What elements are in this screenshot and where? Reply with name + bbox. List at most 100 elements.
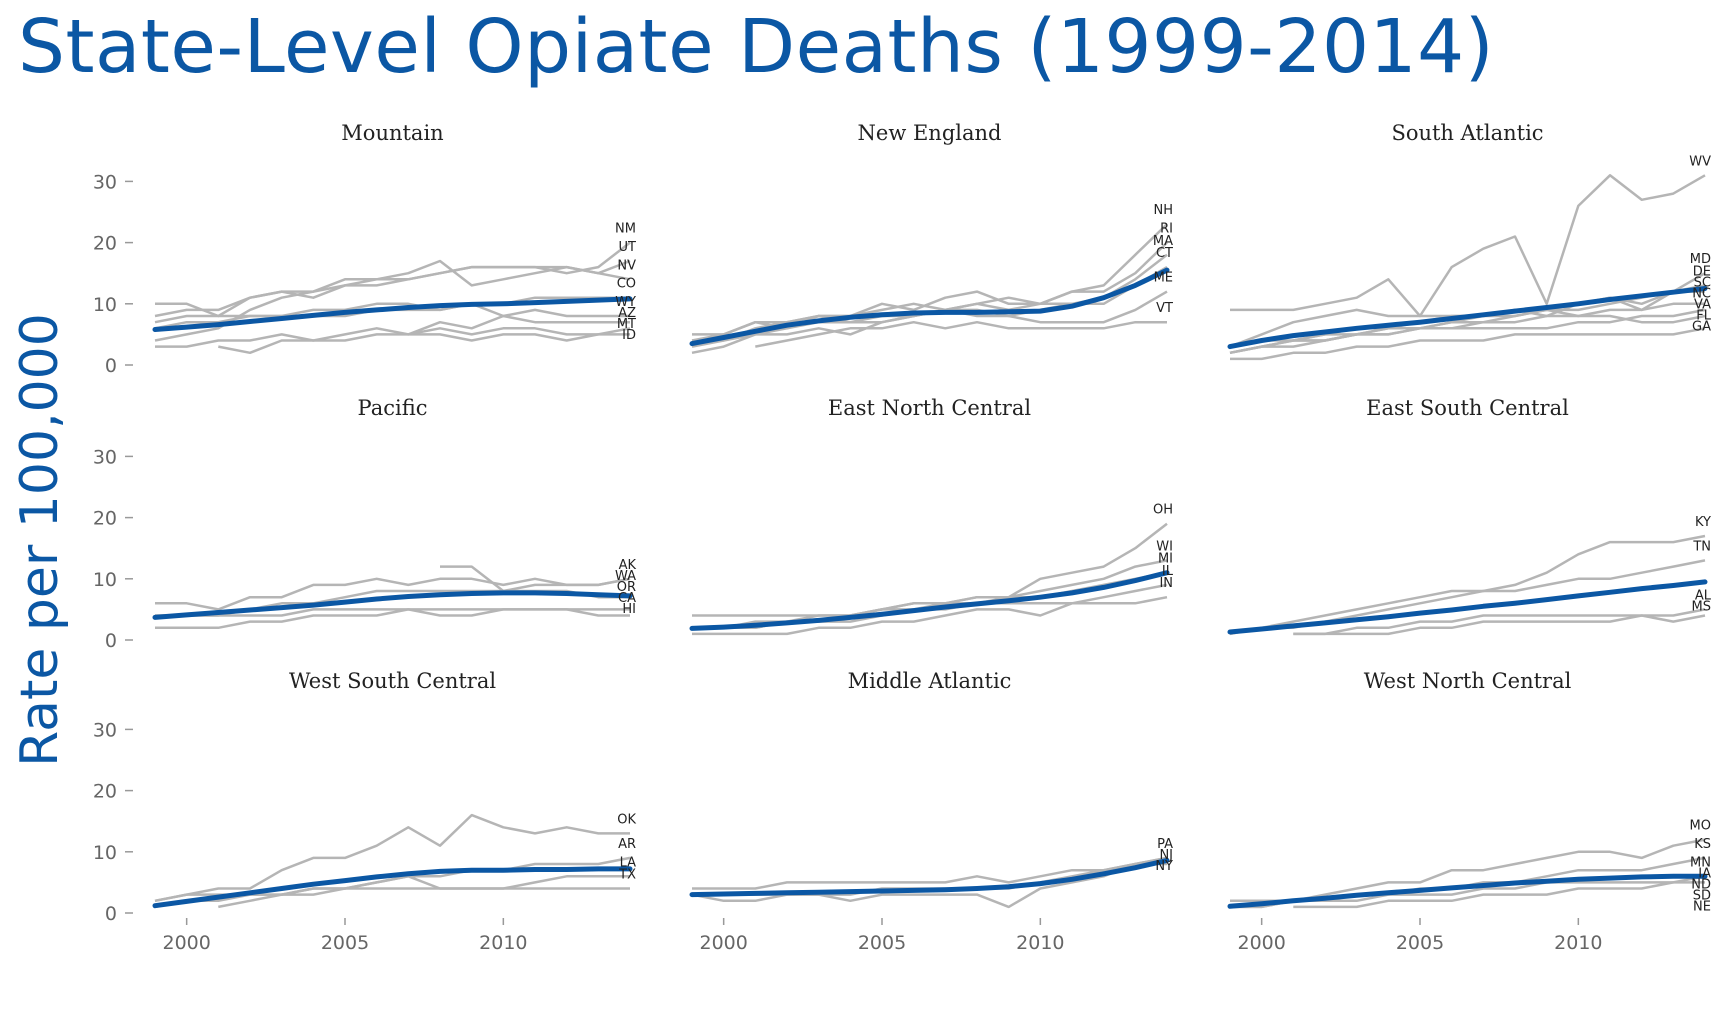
state-line-hi bbox=[155, 608, 630, 630]
state-label-ma: MA bbox=[1153, 234, 1173, 249]
x-tick-label: 2010 bbox=[1016, 932, 1064, 954]
state-label-ky: KY bbox=[1695, 515, 1711, 530]
y-tick-label: 10 bbox=[93, 294, 117, 316]
state-line-id bbox=[218, 333, 630, 355]
state-label-pa: PA bbox=[1157, 837, 1173, 852]
y-tick-label: 20 bbox=[93, 233, 117, 255]
state-line-ms bbox=[1293, 614, 1706, 636]
region-trend-line bbox=[152, 590, 633, 620]
state-label-wa: WA bbox=[615, 569, 636, 584]
region-trend-line bbox=[689, 570, 1170, 631]
region-trend-line bbox=[1227, 579, 1708, 635]
y-tick-label: 30 bbox=[93, 171, 117, 193]
state-label-ks: KS bbox=[1694, 837, 1711, 852]
state-label-de: DE bbox=[1693, 264, 1711, 279]
y-tick-label: 0 bbox=[105, 355, 117, 377]
panel-title: Middle Atlantic bbox=[848, 669, 1012, 693]
chart-title: State-Level Opiate Deaths (1999-2014) bbox=[18, 4, 1495, 90]
state-line-la bbox=[218, 875, 630, 909]
state-line-mt bbox=[155, 327, 631, 348]
state-label-la: LA bbox=[620, 855, 637, 870]
state-line-ar bbox=[154, 856, 631, 909]
panel-title: West North Central bbox=[1364, 669, 1572, 693]
state-line-wi bbox=[755, 559, 1168, 630]
state-label-ct: CT bbox=[1156, 246, 1173, 261]
state-label-ia: IA bbox=[1698, 866, 1711, 881]
state-line-ga bbox=[1230, 327, 1706, 361]
state-label-ga: GA bbox=[1692, 319, 1711, 334]
state-line-ok bbox=[154, 813, 630, 903]
region-trend-line bbox=[689, 267, 1170, 347]
state-label-mi: MI bbox=[1158, 552, 1173, 567]
y-tick-label: 20 bbox=[93, 508, 117, 530]
state-label-mn: MN bbox=[1690, 855, 1711, 870]
x-tick-label: 2005 bbox=[858, 932, 906, 954]
region-trend-line bbox=[152, 296, 633, 332]
state-line-sc bbox=[1229, 290, 1705, 355]
state-label-ca: CA bbox=[618, 591, 636, 606]
state-label-ny: NY bbox=[1155, 859, 1173, 874]
x-tick-label: 2010 bbox=[1554, 932, 1602, 954]
panel-title: East North Central bbox=[828, 396, 1031, 420]
state-line-nv bbox=[155, 265, 631, 318]
state-label-me: ME bbox=[1154, 271, 1173, 286]
state-label-ms: MS bbox=[1692, 599, 1711, 614]
region-trend-line bbox=[689, 857, 1170, 898]
state-label-nh: NH bbox=[1154, 203, 1174, 218]
state-line-pa bbox=[692, 856, 1168, 890]
state-label-sd: SD bbox=[1693, 888, 1711, 903]
state-line-wv bbox=[1230, 174, 1706, 318]
panel-title: Pacific bbox=[358, 396, 428, 420]
state-label-hi: HI bbox=[622, 602, 636, 617]
state-label-nm: NM bbox=[615, 222, 636, 237]
x-tick-label: 2005 bbox=[321, 932, 369, 954]
state-label-nc: NC bbox=[1692, 286, 1711, 301]
state-label-oh: OH bbox=[1153, 503, 1173, 518]
x-tick-label: 2010 bbox=[479, 932, 527, 954]
state-label-il: IL bbox=[1162, 564, 1174, 579]
panel-title: New England bbox=[858, 121, 1002, 145]
state-label-vt: VT bbox=[1156, 301, 1173, 316]
state-label-id: ID bbox=[622, 328, 636, 343]
panel-title: East South Central bbox=[1366, 396, 1569, 420]
region-trend-line bbox=[1227, 286, 1708, 350]
state-label-ak: AK bbox=[619, 558, 637, 573]
state-label-wy: WY bbox=[615, 295, 636, 310]
state-line-vt bbox=[755, 320, 1167, 348]
state-line-wa bbox=[155, 577, 631, 611]
state-label-ar: AR bbox=[618, 837, 636, 852]
state-label-sc: SC bbox=[1694, 275, 1711, 290]
state-label-fl: FL bbox=[1696, 308, 1711, 323]
state-label-va: VA bbox=[1694, 297, 1711, 312]
y-tick-label: 10 bbox=[93, 842, 117, 864]
state-label-in: IN bbox=[1159, 576, 1173, 591]
panel-title: West South Central bbox=[289, 669, 496, 693]
y-tick-label: 20 bbox=[93, 781, 117, 803]
panel-west-north-central: West North Central 2000 2005 2010 MO KS MNIAND… bbox=[1227, 669, 1711, 954]
state-label-wi: WI bbox=[1156, 539, 1173, 554]
panel-west-south-central: West South Central 0 10 20 30 2000 2005 2010 OK A… bbox=[93, 669, 637, 954]
x-tick-label: 2000 bbox=[699, 932, 747, 954]
state-label-or: OR bbox=[617, 580, 636, 595]
state-line-in bbox=[692, 595, 1168, 636]
y-tick-label: 0 bbox=[105, 630, 117, 652]
region-trend-line bbox=[152, 866, 633, 909]
x-tick-label: 2000 bbox=[1237, 932, 1285, 954]
state-label-ne: NE bbox=[1693, 899, 1711, 914]
state-label-mo: MO bbox=[1690, 819, 1711, 834]
y-tick-label: 30 bbox=[93, 446, 117, 468]
state-label-ut: UT bbox=[619, 240, 637, 255]
state-label-co: CO bbox=[617, 277, 636, 292]
state-label-tn: TN bbox=[1692, 539, 1711, 554]
x-tick-label: 2000 bbox=[162, 932, 210, 954]
y-tick-label: 30 bbox=[93, 719, 117, 741]
state-label-az: AZ bbox=[618, 306, 636, 321]
state-label-md: MD bbox=[1690, 252, 1711, 267]
